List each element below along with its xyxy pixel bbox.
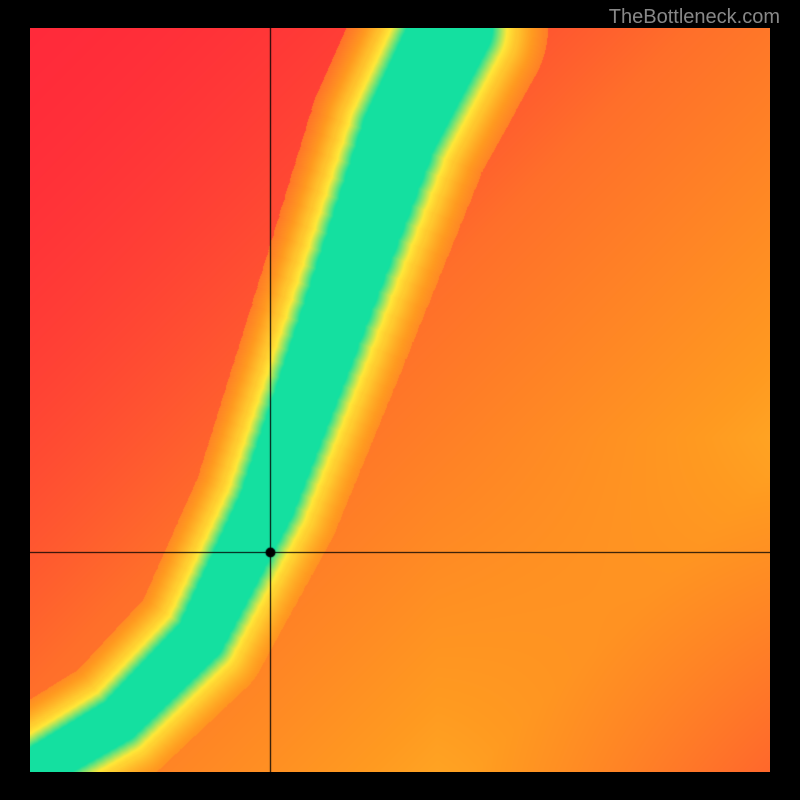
bottleneck-heatmap xyxy=(30,28,770,772)
watermark: TheBottleneck.com xyxy=(609,6,780,29)
